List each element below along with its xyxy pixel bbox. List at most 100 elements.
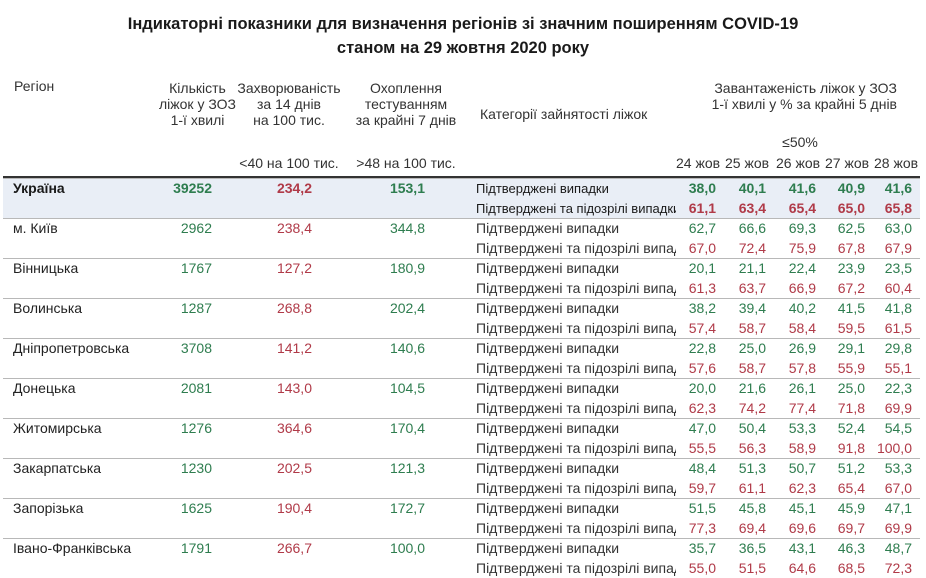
confirmed-value-day-2: 21,6 — [724, 379, 774, 399]
confirmed-value-day-2: 39,4 — [724, 299, 774, 319]
title-line-1: Індикаторні показники для визначення рег… — [0, 12, 926, 36]
incidence-cell: 143,0 — [242, 379, 352, 419]
confirmed-value-day-2: 25,0 — [724, 339, 774, 359]
suspected-value-day-3: 57,8 — [774, 359, 824, 379]
confirmed-value-day-1: 62,7 — [676, 219, 724, 239]
confirmed-value-day-4: 23,9 — [824, 259, 873, 279]
confirmed-value-day-4: 45,9 — [824, 499, 873, 519]
header-incidence-line-1: Захворюваність — [228, 80, 350, 96]
confirmed-value-day-5: 47,1 — [873, 499, 920, 519]
incidence-cell: 202,5 — [242, 459, 352, 499]
category-confirmed: Підтверджені випадки — [468, 219, 676, 239]
suspected-value-day-4: 59,5 — [824, 319, 873, 339]
testing-cell: 100,0 — [352, 539, 468, 578]
category-confirmed: Підтверджені випадки — [468, 459, 676, 479]
suspected-value-day-1: 57,6 — [676, 359, 724, 379]
suspected-value-day-4: 65,4 — [824, 479, 873, 499]
header-testing-line-2: тестуванням — [345, 96, 467, 112]
confirmed-value-day-5: 53,3 — [873, 459, 920, 479]
suspected-value-day-3: 69,6 — [774, 519, 824, 539]
testing-cell: 140,6 — [352, 339, 468, 379]
suspected-value-day-3: 77,4 — [774, 399, 824, 419]
confirmed-value-day-4: 40,9 — [824, 179, 873, 199]
confirmed-value-day-4: 46,3 — [824, 539, 873, 559]
confirmed-value-day-2: 66,6 — [724, 219, 774, 239]
suspected-value-day-5: 69,9 — [873, 519, 920, 539]
suspected-value-day-2: 63,7 — [724, 279, 774, 299]
suspected-value-day-4: 65,0 — [824, 199, 873, 219]
confirmed-value-day-3: 22,4 — [774, 259, 824, 279]
testing-cell: 202,4 — [352, 299, 468, 339]
confirmed-value-day-3: 40,2 — [774, 299, 824, 319]
occupancy-threshold: ≤50% — [770, 134, 830, 150]
header-testing-line-1: Охоплення — [345, 80, 467, 96]
region-cell: Житомирська — [3, 419, 140, 459]
category-suspected: Підтверджені та підозрілі випадки — [468, 479, 676, 499]
suspected-value-day-5: 67,0 — [873, 479, 920, 499]
beds-cell: 2081 — [140, 379, 242, 419]
confirmed-value-day-3: 69,3 — [774, 219, 824, 239]
confirmed-value-day-2: 51,3 — [724, 459, 774, 479]
suspected-value-day-4: 67,8 — [824, 239, 873, 259]
category-suspected: Підтверджені та підозрілі випадки — [468, 239, 676, 259]
incidence-cell: 238,4 — [242, 219, 352, 259]
suspected-value-day-5: 69,9 — [873, 399, 920, 419]
confirmed-value-day-4: 51,2 — [824, 459, 873, 479]
region-cell: Дніпропетровська — [3, 339, 140, 379]
suspected-value-day-2: 74,2 — [724, 399, 774, 419]
confirmed-value-day-3: 26,1 — [774, 379, 824, 399]
suspected-value-day-3: 65,4 — [774, 199, 824, 219]
day-header-1: 24 жов — [676, 155, 720, 171]
suspected-value-day-3: 66,9 — [774, 279, 824, 299]
confirmed-value-day-3: 45,1 — [774, 499, 824, 519]
beds-cell: 1767 — [140, 259, 242, 299]
suspected-value-day-1: 55,0 — [676, 559, 724, 578]
suspected-value-day-3: 75,9 — [774, 239, 824, 259]
suspected-value-day-2: 51,5 — [724, 559, 774, 578]
region-cell: м. Київ — [3, 219, 140, 259]
confirmed-value-day-3: 26,9 — [774, 339, 824, 359]
testing-cell: 172,7 — [352, 499, 468, 539]
testing-cell: 180,9 — [352, 259, 468, 299]
confirmed-value-day-1: 51,5 — [676, 499, 724, 519]
suspected-value-day-2: 63,4 — [724, 199, 774, 219]
region-cell: Волинська — [3, 299, 140, 339]
suspected-value-day-4: 71,8 — [824, 399, 873, 419]
header-region: Регіон — [14, 78, 54, 94]
confirmed-value-day-1: 48,4 — [676, 459, 724, 479]
header-incidence: Захворюваність за 14 днів на 100 тис. — [228, 80, 350, 128]
suspected-value-day-1: 59,7 — [676, 479, 724, 499]
testing-cell: 121,3 — [352, 459, 468, 499]
category-suspected: Підтверджені та підозрілі випадки — [468, 399, 676, 419]
beds-cell: 3708 — [140, 339, 242, 379]
suspected-value-day-5: 72,3 — [873, 559, 920, 578]
region-cell: Івано-Франківська — [3, 539, 140, 578]
category-confirmed: Підтверджені випадки — [468, 539, 676, 559]
day-header-3: 26 жов — [776, 155, 820, 171]
confirmed-value-day-2: 40,1 — [724, 179, 774, 199]
confirmed-value-day-5: 41,8 — [873, 299, 920, 319]
category-confirmed: Підтверджені випадки — [468, 419, 676, 439]
confirmed-value-day-1: 22,8 — [676, 339, 724, 359]
header-occupancy: Завантаженість ліжок у ЗОЗ 1-ї хвилі у %… — [640, 80, 897, 112]
confirmed-value-day-5: 63,0 — [873, 219, 920, 239]
incidence-cell: 141,2 — [242, 339, 352, 379]
region-cell: Запорізька — [3, 499, 140, 539]
suspected-value-day-4: 68,5 — [824, 559, 873, 578]
confirmed-value-day-5: 29,8 — [873, 339, 920, 359]
testing-threshold: >48 на 100 тис. — [345, 155, 467, 171]
header-occupancy-line-2: 1-ї хвилі у % за крайні 5 днів — [640, 96, 897, 112]
testing-cell: 344,8 — [352, 219, 468, 259]
category-suspected: Підтверджені та підозрілі випадки — [468, 319, 676, 339]
confirmed-value-day-1: 20,1 — [676, 259, 724, 279]
beds-cell: 1230 — [140, 459, 242, 499]
